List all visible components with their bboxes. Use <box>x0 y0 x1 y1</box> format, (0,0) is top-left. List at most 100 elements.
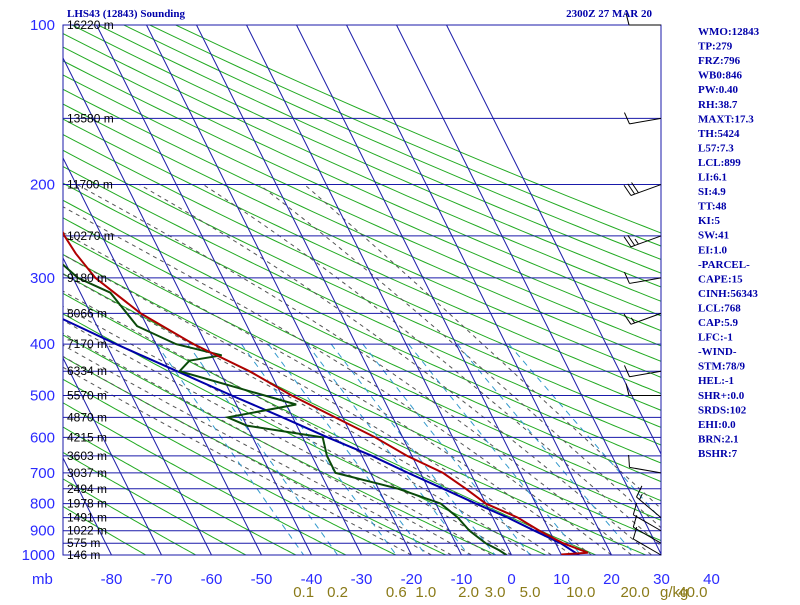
wind-barb <box>623 271 662 284</box>
height-label: 1022 m <box>67 524 107 538</box>
temperature-tick-label: -50 <box>251 571 273 588</box>
stat-line: LFC:-1 <box>698 332 733 344</box>
isotherm-line <box>63 356 162 555</box>
stat-line: L57:7.3 <box>698 142 734 154</box>
stat-line: EHI:0.0 <box>698 419 736 431</box>
mixing-ratio-tick-label: 10.0 <box>566 584 595 600</box>
stat-line: FRZ:796 <box>698 55 741 67</box>
mixing-ratio-tick-label: 0.1 <box>293 584 314 600</box>
stat-line: EI:1.0 <box>698 244 728 256</box>
temperature-tick-label: -40 <box>301 571 323 588</box>
stat-line: LI:6.1 <box>698 172 727 184</box>
stat-line: LCL:899 <box>698 157 741 169</box>
isotherm-line <box>63 456 112 555</box>
mixing-ratio-unit-label: g/kg <box>660 584 688 600</box>
isotherm-line <box>96 25 362 555</box>
isotherm-line <box>296 25 562 555</box>
parcel-trace <box>63 318 580 555</box>
temperature-tick-label: 30 <box>653 571 670 588</box>
height-label: 13580 m <box>67 111 114 125</box>
height-label: 4215 m <box>67 430 107 444</box>
mixing-ratio-tick-label: 40.0 <box>678 584 707 600</box>
mixing-ratio-tick-label: 2.0 <box>458 584 479 600</box>
wind-barb <box>628 454 662 474</box>
temperature-tick-label: -20 <box>401 571 423 588</box>
isotherm-line <box>346 25 612 555</box>
pressure-tick-label: 200 <box>30 177 55 194</box>
moist-adiabat-line <box>63 273 552 555</box>
isotherm-line <box>396 25 661 555</box>
height-label: 146 m <box>67 548 100 562</box>
temperature-tick-label: 0 <box>507 571 515 588</box>
mixing-ratio-tick-label: 0.6 <box>386 584 407 600</box>
pressure-tick-label: 300 <box>30 270 55 287</box>
moist-adiabat-line <box>202 184 661 547</box>
stat-line: WB0:846 <box>698 70 743 82</box>
stat-line: -PARCEL- <box>698 259 750 271</box>
wind-barb <box>632 515 662 544</box>
sounding-time: 2300Z 27 MAR 20 <box>566 8 652 20</box>
height-label: 3603 m <box>67 449 107 463</box>
stat-line: -WIND- <box>698 346 737 358</box>
mixing-ratio-tick-label: 20.0 <box>621 584 650 600</box>
pressure-tick-label: 600 <box>30 429 55 446</box>
isotherm-line <box>196 25 462 555</box>
stat-line: SI:4.9 <box>698 186 726 198</box>
height-label: 4870 m <box>67 410 107 424</box>
temperature-tick-label: -80 <box>101 571 123 588</box>
height-label: 3037 m <box>67 466 107 480</box>
mixing-ratio-tick-label: 3.0 <box>485 584 506 600</box>
isotherm-line <box>63 156 262 555</box>
stats-panel: WMO:12843 TP:279 FRZ:796 WB0:846 PW:0.40 RH:3… <box>698 26 760 460</box>
temperature-tick-label: 20 <box>603 571 620 588</box>
profiles <box>63 230 589 555</box>
stat-line: CAP:5.9 <box>698 317 739 329</box>
moist-adiabat-line <box>63 332 472 555</box>
pressure-tick-label: 1000 <box>22 547 55 564</box>
height-label: 1491 m <box>67 511 107 525</box>
temperature-trace <box>63 230 589 555</box>
pressure-tick-label: 400 <box>30 336 55 353</box>
stat-line: BRN:2.1 <box>698 433 739 445</box>
dewpoint-trace <box>63 263 508 555</box>
wind-barb <box>623 365 662 378</box>
mixing-ratio-tick-label: 1.0 <box>415 584 436 600</box>
wind-barb <box>625 383 661 396</box>
wind-barbs <box>623 12 662 556</box>
stat-line: TH:5424 <box>698 128 740 140</box>
stat-line: MAXT:17.3 <box>698 113 754 125</box>
stat-line: BSHR:7 <box>698 448 738 460</box>
stat-line: SHR+:0.0 <box>698 390 745 402</box>
moist-adiabat-line <box>63 231 592 555</box>
pressure-tick-label: 700 <box>30 465 55 482</box>
stat-line: SW:41 <box>698 230 729 242</box>
temperature-tick-label: 10 <box>553 571 570 588</box>
wind-barb <box>623 112 662 125</box>
isotherm-line <box>146 25 412 555</box>
height-label: 7170 m <box>67 337 107 351</box>
height-label: 8066 m <box>67 306 107 320</box>
height-label: 1978 m <box>67 497 107 511</box>
stat-line: RH:38.7 <box>698 99 738 111</box>
pressure-tick-label: 100 <box>30 17 55 34</box>
pressure-tick-label: 900 <box>30 523 55 540</box>
isotherm-line <box>63 56 312 555</box>
stat-line: TP:279 <box>698 41 733 53</box>
wind-barb <box>636 485 662 518</box>
temperature-tick-label: -10 <box>451 571 473 588</box>
stat-line: PW:0.40 <box>698 84 739 96</box>
height-label: 9180 m <box>67 271 107 285</box>
pressure-tick-label: 500 <box>30 387 55 404</box>
pressure-tick-label: 800 <box>30 496 55 513</box>
temperature-tick-label: 40 <box>703 571 720 588</box>
isotherm-line <box>246 25 512 555</box>
height-label: 11700 m <box>67 178 113 192</box>
stat-line: CAPE:15 <box>698 273 743 285</box>
stat-line: HEL:-1 <box>698 375 734 387</box>
wind-barb <box>623 312 662 325</box>
height-label: 5570 m <box>67 388 107 402</box>
